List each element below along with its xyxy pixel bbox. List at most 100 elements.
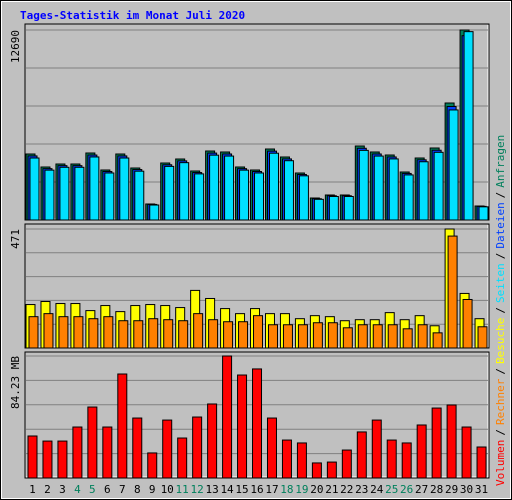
x-tick-label: 5 [89,483,96,496]
bar [239,169,250,221]
x-tick-label: 28 [430,483,443,496]
bar [433,151,444,221]
x-tick-label: 22 [340,483,353,496]
legend-entry: Seiten [494,263,507,303]
bar [119,157,130,221]
bar [387,324,398,349]
bar [207,403,218,479]
bar [223,321,234,349]
legend-entry: Dateien [494,202,507,248]
bar [132,417,143,479]
chart-title: Tages-Statistik im Monat Juli 2020 [20,9,245,22]
bar [388,158,399,221]
bar [164,165,175,221]
bar [238,321,249,349]
legend-entry: Anfragen [494,135,507,188]
bar [297,324,308,349]
bar [73,316,84,349]
bar [58,316,69,349]
bar [254,172,265,221]
x-tick-label: 6 [104,483,111,496]
bar [42,440,53,479]
x-tick-label: 4 [74,483,81,496]
x-tick-label: 11 [176,483,189,496]
bar [476,446,487,479]
bar [432,332,443,349]
x-tick-label: 31 [475,483,488,496]
bar [177,437,188,479]
bar [59,166,70,221]
bar [267,324,278,349]
bar [268,152,279,221]
bar [179,162,190,221]
x-tick-label: 3 [59,483,66,496]
bar [386,439,397,479]
y-tick-label: 12690 [9,30,22,63]
x-tick-label: 13 [205,483,218,496]
bar [282,324,293,349]
bar [312,322,323,349]
bar [311,462,322,479]
x-tick-label: 16 [250,483,263,496]
x-tick-label: 9 [149,483,156,496]
bar [296,442,307,479]
legend-separator: / [494,253,507,260]
x-tick-label: 1 [29,483,36,496]
bar [266,417,277,479]
bar [326,461,337,479]
bar [194,173,205,221]
bar [478,206,489,221]
bar [371,419,382,479]
bar [104,172,115,221]
x-tick-label: 8 [134,483,141,496]
bar [328,195,339,221]
bar [178,320,189,349]
x-tick-label: 20 [310,483,323,496]
x-tick-label: 12 [191,483,204,496]
y-tick-label: 471 [9,229,22,249]
x-tick-label: 26 [400,483,413,496]
bar [373,155,384,221]
x-tick-label: 10 [161,483,174,496]
bar [431,407,442,479]
bar [298,175,309,221]
bar [117,373,128,479]
x-tick-label: 18 [280,483,293,496]
bar [133,320,144,349]
bar [162,419,173,479]
x-tick-label: 21 [325,483,338,496]
bar [416,424,427,479]
bar [57,440,68,479]
x-tick-label: 19 [295,483,308,496]
x-tick-label: 2 [44,483,51,496]
bar [163,319,174,349]
bar [401,442,412,479]
x-tick-label: 25 [385,483,398,496]
bar [147,452,158,479]
legend-entry: Besuche [494,318,507,364]
bar [418,161,429,221]
bar [87,406,98,479]
bar [447,235,458,349]
bar [148,318,159,349]
bar [149,204,160,221]
legend-separator: / [494,192,507,199]
y-tick-label: 84.23 MB [9,356,22,409]
x-tick-label: 30 [460,483,473,496]
bar [448,109,459,221]
bar [252,368,263,479]
bar [193,313,204,349]
bar [253,315,264,349]
legend: Volumen / Rechner / Besuche / Seiten / Dateien / A… [494,135,507,486]
bar [44,169,55,221]
legend-separator: / [494,368,507,375]
bar [342,327,353,349]
bar [313,198,324,221]
bar [102,426,113,479]
legend-separator: / [494,307,507,314]
bar [237,374,248,479]
legend-entry: Volumen [494,440,507,486]
